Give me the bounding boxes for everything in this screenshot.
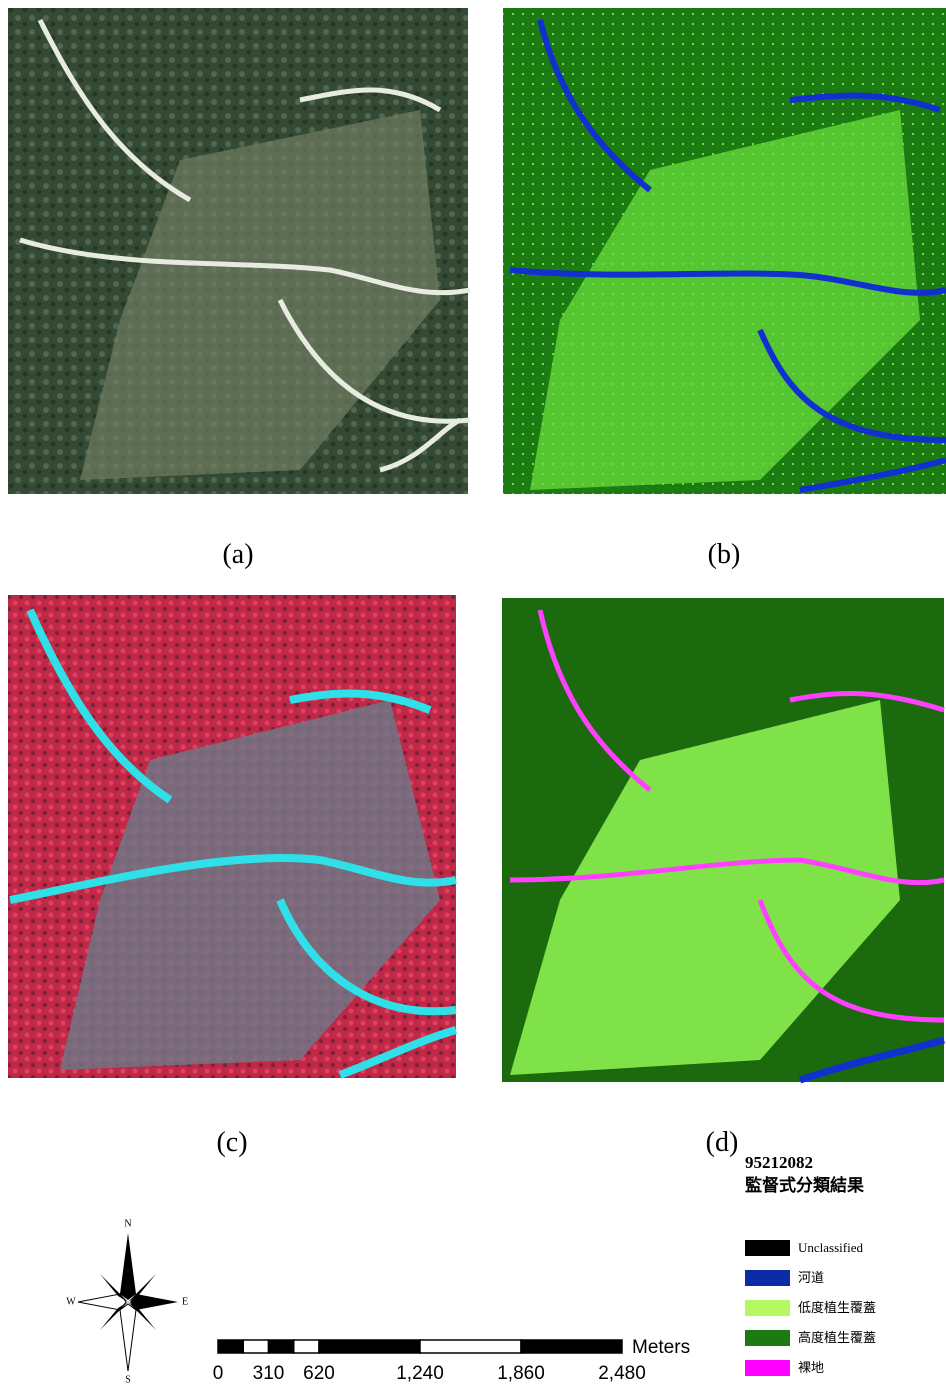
compass-label: E — [182, 1296, 188, 1307]
caption: (d) — [706, 1127, 739, 1158]
legend-label: 河道 — [798, 1270, 824, 1285]
legend-swatch — [745, 1240, 790, 1256]
legend-swatch — [745, 1330, 790, 1346]
legend-subtitle: 監督式分類結果 — [745, 1175, 864, 1195]
legend-label: Unclassified — [798, 1240, 863, 1255]
compass-label: N — [124, 1218, 131, 1229]
caption: (a) — [222, 539, 253, 570]
scale-label: 1,240 — [396, 1363, 444, 1384]
caption: (c) — [216, 1127, 247, 1158]
legend-title: 95212082 — [745, 1153, 813, 1172]
compass-label: S — [125, 1374, 131, 1385]
scale-segment — [267, 1339, 295, 1354]
legend-swatch — [745, 1360, 790, 1376]
panel-d-image — [502, 598, 945, 1084]
legend-label: 高度植生覆蓋 — [798, 1330, 876, 1345]
panel-c-image — [8, 595, 458, 1079]
compass-label: W — [66, 1296, 76, 1307]
scale-label: 310 — [253, 1363, 285, 1384]
compass: N S E W — [66, 1218, 188, 1385]
caption: (b) — [708, 539, 741, 570]
scale-segment — [520, 1339, 623, 1354]
legend-swatch — [745, 1300, 790, 1316]
scale-segment — [217, 1339, 244, 1354]
scale-segment — [293, 1339, 320, 1354]
scale-segment — [419, 1339, 522, 1354]
scale-label: 1,860 — [497, 1363, 545, 1384]
scale-label: 0 — [213, 1363, 224, 1384]
panel-a-image — [8, 8, 471, 494]
legend-label: 裸地 — [798, 1360, 824, 1375]
scale-label: 620 — [303, 1363, 335, 1384]
scale-label: 2,480 — [598, 1363, 646, 1384]
scale-unit: Meters — [632, 1337, 690, 1358]
panel-b-image — [503, 8, 946, 494]
scale-segment — [242, 1339, 270, 1354]
legend-label: 低度植生覆蓋 — [798, 1300, 876, 1315]
legend-swatch — [745, 1270, 790, 1286]
scale-segment — [318, 1339, 421, 1354]
